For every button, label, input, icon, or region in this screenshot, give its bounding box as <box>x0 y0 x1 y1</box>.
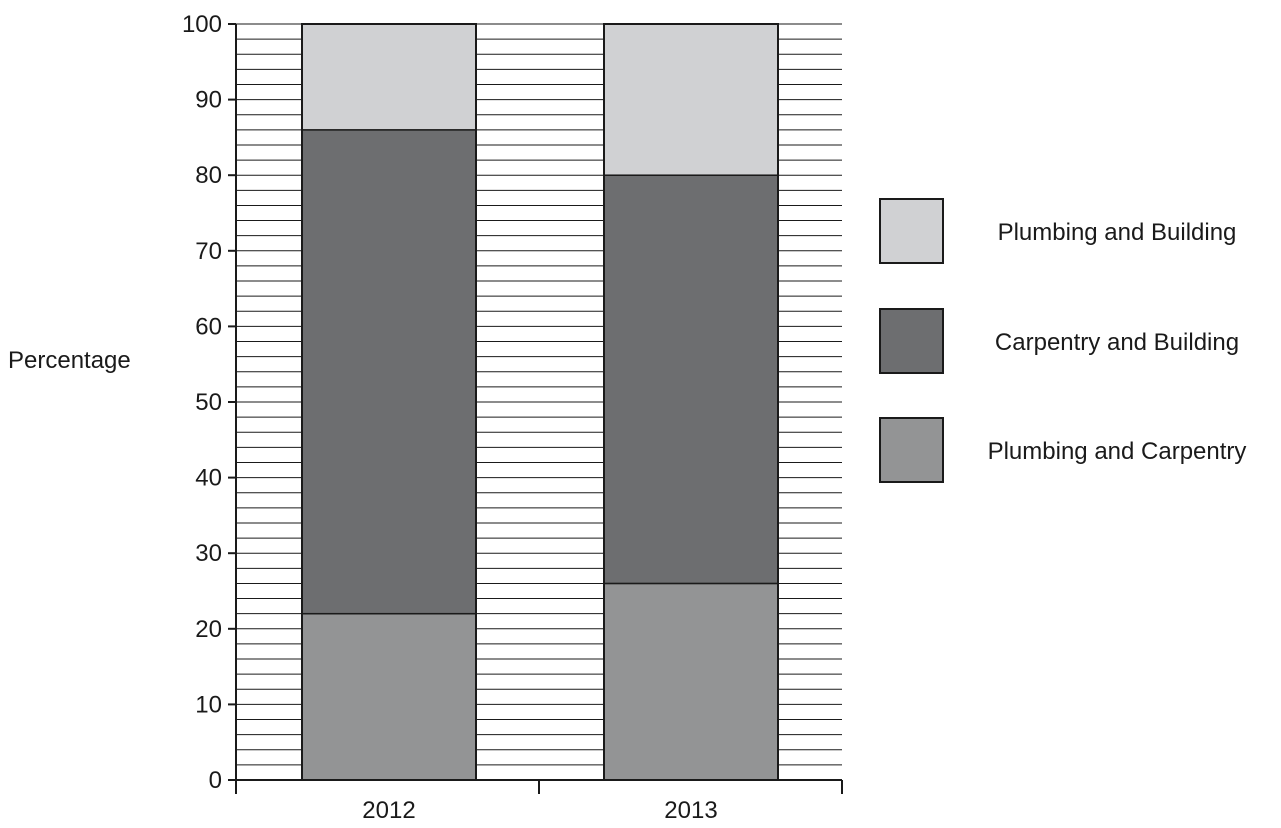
y-tick-label: 0 <box>209 767 222 794</box>
x-tick-label: 2012 <box>362 797 415 824</box>
legend-swatch <box>879 308 944 374</box>
legend-label: Carpentry and Building <box>995 329 1239 356</box>
y-tick-label: 90 <box>195 87 222 114</box>
bar-segment <box>603 23 779 176</box>
bars <box>301 23 779 781</box>
axes: 2012 2013 0 10 20 30 40 50 60 70 80 90 100 <box>182 11 843 824</box>
y-tick-label: 100 <box>182 11 222 38</box>
y-axis-label: Percentage <box>8 347 131 374</box>
bar-segment <box>301 23 477 131</box>
bar-segment <box>603 582 779 781</box>
legend-swatch <box>879 198 944 264</box>
bar-segment <box>301 612 477 781</box>
y-tick-label: 60 <box>195 313 222 340</box>
legend: Plumbing and Building Carpentry and Build… <box>879 198 1247 483</box>
bar-segment <box>301 129 477 615</box>
legend-swatch <box>879 417 944 483</box>
y-tick-label: 10 <box>195 691 222 718</box>
y-tick-label: 20 <box>195 616 222 643</box>
y-tick-label: 30 <box>195 540 222 567</box>
y-tick-label: 70 <box>195 238 222 265</box>
legend-label: Plumbing and Building <box>998 219 1237 246</box>
x-tick-label: 2013 <box>664 797 717 824</box>
y-tick-label: 40 <box>195 465 222 492</box>
y-tick-label: 50 <box>195 389 222 416</box>
y-tick-label: 80 <box>195 162 222 189</box>
bar-segment <box>603 174 779 585</box>
legend-label: Plumbing and Carpentry <box>988 438 1247 465</box>
